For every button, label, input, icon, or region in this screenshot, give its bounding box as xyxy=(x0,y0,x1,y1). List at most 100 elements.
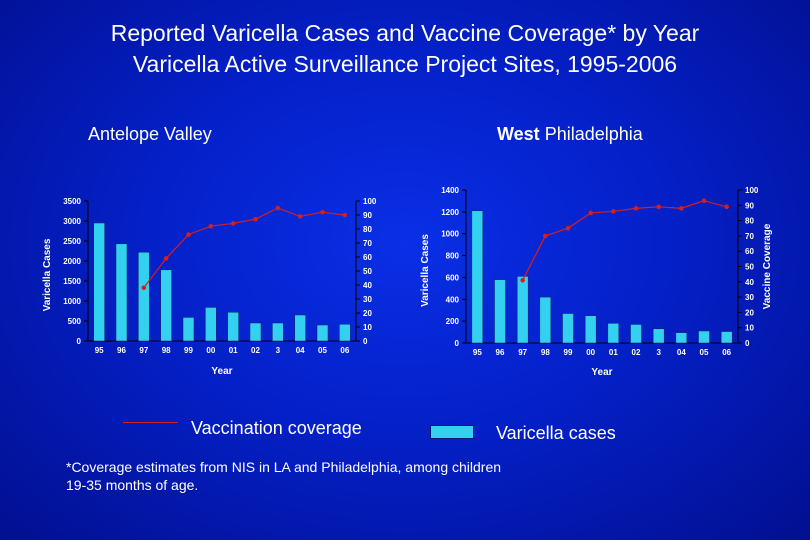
philadelphia-bar-01 xyxy=(607,323,620,344)
legend-line-marker xyxy=(123,422,178,423)
antelope-bar-95 xyxy=(93,222,105,342)
philadelphia-coverage-point xyxy=(633,206,639,211)
philadelphia-x-tick-label: 99 xyxy=(564,348,573,357)
antelope-y-tick-label: 1000 xyxy=(63,297,81,306)
philadelphia-y2-axis-title: Vaccine Coverage xyxy=(762,223,773,309)
antelope-coverage-point xyxy=(342,212,348,218)
antelope-coverage-point xyxy=(141,285,147,291)
antelope-y-tick-label: 500 xyxy=(68,317,82,326)
antelope-x-tick-label: 3 xyxy=(276,346,281,355)
philadelphia-x-tick-label: 98 xyxy=(541,348,550,357)
philadelphia-coverage-point xyxy=(724,204,729,210)
philadelphia-y2-tick-label: 50 xyxy=(745,263,754,272)
antelope-y-axis-title: Varicella Cases xyxy=(42,238,53,311)
philadelphia-coverage-point xyxy=(656,204,661,210)
antelope-bar-06 xyxy=(339,323,351,342)
antelope-y-tick-label: 1500 xyxy=(63,277,81,286)
legend-cases-label: Varicella cases xyxy=(496,423,616,443)
philadelphia-y2-tick-label: 20 xyxy=(745,308,754,317)
philadelphia-y2-tick-label: 60 xyxy=(745,247,754,256)
philadelphia-y2-tick-label: 70 xyxy=(745,232,754,241)
philadelphia-bar-06 xyxy=(720,331,733,344)
philadelphia-coverage-point xyxy=(679,206,684,211)
philadelphia-bar-3 xyxy=(652,328,665,344)
antelope-x-tick-label: 97 xyxy=(139,346,148,355)
antelope-y-tick-label: 2500 xyxy=(63,237,81,246)
antelope-x-tick-label: 00 xyxy=(206,346,215,355)
antelope-bar-01 xyxy=(227,311,239,342)
philadelphia-y-tick-label: 1000 xyxy=(441,230,459,239)
philadelphia-y-tick-label: 600 xyxy=(446,273,460,282)
antelope-x-axis-title: Year xyxy=(211,366,232,377)
antelope-bar-3 xyxy=(272,322,284,342)
footnote-line-1: *Coverage estimates from NIS in LA and P… xyxy=(66,459,502,475)
antelope-coverage-point xyxy=(186,232,191,237)
antelope-y2-tick-label: 70 xyxy=(363,239,372,248)
legend-coverage-label: Vaccination coverage xyxy=(191,418,362,438)
title-line-2: Varicella Active Surveillance Project Si… xyxy=(132,51,678,77)
philadelphia-y-tick-label: 800 xyxy=(446,252,460,261)
antelope-y-tick-label: 3000 xyxy=(63,217,81,226)
antelope-x-tick-label: 01 xyxy=(229,346,238,355)
footnote: *Coverage estimates from NIS in LA and P… xyxy=(66,458,626,494)
philadelphia-coverage-point xyxy=(565,225,571,231)
philadelphia-y-tick-label: 400 xyxy=(446,295,460,304)
footnote-line-2: 19-35 months of age. xyxy=(66,477,199,493)
antelope-x-tick-label: 98 xyxy=(162,346,171,355)
philadelphia-coverage-point xyxy=(588,210,593,216)
antelope-bar-98 xyxy=(160,269,172,342)
antelope-y2-tick-label: 30 xyxy=(363,295,372,304)
antelope-y2-tick-label: 0 xyxy=(363,337,368,346)
philadelphia-x-tick-label: 3 xyxy=(656,348,661,357)
philadelphia-y2-tick-label: 30 xyxy=(745,293,754,302)
antelope-x-tick-label: 95 xyxy=(95,346,104,355)
antelope-bar-96 xyxy=(115,243,128,342)
antelope-y2-tick-label: 60 xyxy=(363,253,372,262)
philadelphia-y-tick-label: 200 xyxy=(446,317,460,326)
philadelphia-bar-00 xyxy=(584,315,597,344)
antelope-bar-99 xyxy=(182,317,195,342)
antelope-coverage-point xyxy=(253,216,258,222)
philadelphia-y2-tick-label: 40 xyxy=(745,278,754,287)
antelope-coverage-line xyxy=(143,207,345,289)
philadelphia-x-tick-label: 02 xyxy=(632,348,641,357)
philadelphia-x-tick-label: 00 xyxy=(586,348,595,357)
philadelphia-x-tick-label: 95 xyxy=(473,348,482,357)
chart-right-title-rest: Philadelphia xyxy=(539,124,643,144)
philadelphia-x-axis-title: Year xyxy=(591,367,612,378)
philadelphia-x-tick-label: 96 xyxy=(496,348,505,357)
philadelphia-bar-04 xyxy=(675,332,688,344)
title-line-1: Reported Varicella Cases and Vaccine Cov… xyxy=(110,20,700,46)
antelope-x-tick-label: 04 xyxy=(296,346,305,355)
philadelphia-y2-tick-label: 0 xyxy=(745,339,750,348)
antelope-y2-tick-label: 50 xyxy=(363,267,372,276)
antelope-x-tick-label: 05 xyxy=(318,346,327,355)
antelope-coverage-point xyxy=(163,256,169,261)
antelope-coverage-point xyxy=(320,209,325,215)
philadelphia-x-tick-label: 04 xyxy=(677,348,686,357)
antelope-coverage-point xyxy=(208,223,214,229)
antelope-y2-tick-label: 80 xyxy=(363,225,372,234)
philadelphia-coverage-point xyxy=(611,209,616,214)
antelope-y2-tick-label: 40 xyxy=(363,281,372,290)
chart-right-title: West Philadelphia xyxy=(497,124,643,145)
philadelphia-y2-tick-label: 80 xyxy=(745,217,754,226)
antelope-x-tick-label: 96 xyxy=(117,346,126,355)
philadelphia-coverage-point xyxy=(543,233,548,239)
philadelphia-bar-96 xyxy=(494,279,506,344)
antelope-y-tick-label: 3500 xyxy=(63,197,81,206)
philadelphia-coverage-point xyxy=(701,198,707,204)
antelope-bar-04 xyxy=(294,314,306,342)
antelope-y-tick-label: 2000 xyxy=(63,257,81,266)
antelope-y2-tick-label: 20 xyxy=(363,309,372,318)
philadelphia-y2-tick-label: 100 xyxy=(745,186,759,195)
antelope-x-tick-label: 99 xyxy=(184,346,193,355)
antelope-x-tick-label: 02 xyxy=(251,346,260,355)
slide-title: Reported Varicella Cases and Vaccine Cov… xyxy=(0,18,810,80)
antelope-bar-97 xyxy=(138,251,150,342)
antelope-bar-05 xyxy=(316,324,329,342)
antelope-x-tick-label: 06 xyxy=(340,346,349,355)
philadelphia-x-tick-label: 01 xyxy=(609,348,618,357)
philadelphia-y-axis-title: Varicella Cases xyxy=(420,234,431,307)
